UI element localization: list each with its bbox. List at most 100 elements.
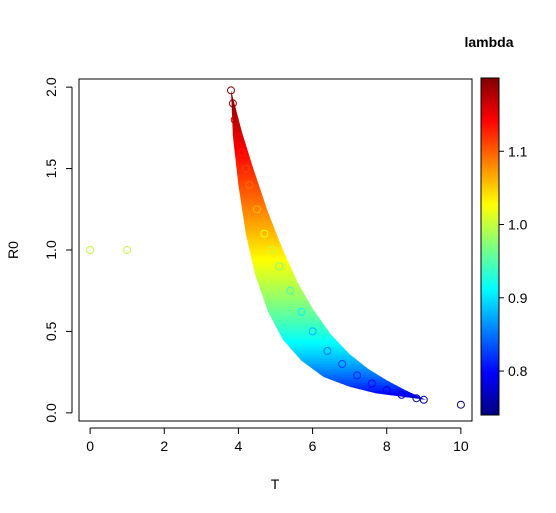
band-stripe bbox=[231, 173, 426, 176]
colorbar-tick-label: 1.1 bbox=[508, 143, 528, 159]
band-stripe bbox=[231, 351, 426, 354]
band-stripe bbox=[231, 229, 426, 232]
data-point bbox=[267, 246, 276, 254]
band-stripe bbox=[231, 227, 426, 230]
band-stripe bbox=[231, 207, 426, 210]
x-tick-label: 6 bbox=[309, 438, 317, 454]
data-point bbox=[230, 115, 239, 124]
data-point bbox=[286, 286, 295, 295]
band-stripe bbox=[231, 153, 426, 156]
band-stripe bbox=[231, 327, 426, 330]
band-stripe bbox=[231, 369, 426, 372]
band-stripe bbox=[231, 199, 426, 202]
band-stripe bbox=[231, 93, 426, 96]
colorbar bbox=[480, 77, 500, 416]
data-point bbox=[227, 86, 235, 95]
band-stripe bbox=[231, 337, 426, 340]
band-stripe bbox=[231, 125, 426, 128]
x-tick-label: 8 bbox=[383, 438, 391, 454]
band-stripe bbox=[231, 147, 426, 150]
band-stripe bbox=[231, 157, 426, 160]
band-stripe bbox=[231, 335, 426, 338]
band-stripe bbox=[231, 359, 426, 362]
band-stripe bbox=[231, 115, 426, 118]
band-stripe bbox=[231, 213, 426, 216]
colorbar-ticks: 0.8 0.9 1.0 1.1 bbox=[499, 143, 528, 379]
band-stripe bbox=[231, 193, 426, 196]
band-stripe bbox=[231, 357, 426, 360]
band-stripe bbox=[231, 353, 426, 356]
band-stripe bbox=[231, 191, 426, 194]
x-axis-label: T bbox=[271, 476, 280, 492]
band-stripe bbox=[231, 377, 426, 380]
data-point bbox=[419, 395, 428, 404]
data-point bbox=[234, 132, 243, 140]
band-stripe bbox=[231, 113, 426, 116]
band-stripe bbox=[231, 349, 426, 352]
band-stripe bbox=[231, 371, 426, 374]
band-stripe bbox=[231, 167, 426, 170]
x-tick-label: 10 bbox=[453, 438, 469, 454]
data-point bbox=[275, 262, 284, 271]
band-stripe bbox=[231, 325, 426, 328]
band-stripe bbox=[231, 215, 426, 218]
band-stripe bbox=[231, 385, 426, 388]
data-band bbox=[79, 87, 472, 403]
band-stripe bbox=[231, 387, 426, 390]
band-stripe bbox=[231, 141, 426, 144]
band-stripe bbox=[231, 209, 426, 212]
band-stripe bbox=[231, 145, 426, 148]
band-stripe bbox=[231, 101, 426, 104]
band-stripe bbox=[231, 389, 426, 392]
data-point bbox=[245, 180, 254, 189]
band-stripe bbox=[231, 107, 426, 110]
data-point bbox=[253, 205, 261, 214]
data-point bbox=[297, 307, 306, 316]
band-stripe bbox=[231, 127, 426, 130]
band-stripe bbox=[231, 345, 426, 348]
band-stripe bbox=[231, 347, 426, 350]
band-stripe bbox=[231, 197, 426, 200]
x-tick-label: 0 bbox=[86, 438, 94, 454]
colorbar-tick-label: 0.8 bbox=[508, 363, 528, 379]
y-tick-label: 0.0 bbox=[43, 403, 59, 423]
band-stripe bbox=[79, 87, 472, 89]
band-stripe bbox=[231, 391, 426, 394]
band-stripe bbox=[231, 367, 426, 370]
band-stripe bbox=[231, 341, 426, 344]
band-stripe bbox=[231, 139, 426, 142]
band-stripe bbox=[231, 137, 426, 140]
band-stripe bbox=[231, 201, 426, 204]
band-stripe bbox=[231, 219, 426, 222]
band-stripe bbox=[231, 177, 426, 180]
data-point bbox=[367, 379, 376, 388]
band-stripe bbox=[231, 183, 426, 186]
band-stripe bbox=[79, 401, 472, 403]
y-axis-label: R0 bbox=[5, 241, 21, 259]
data-point bbox=[260, 229, 269, 238]
band-stripe bbox=[231, 185, 426, 188]
data-point bbox=[382, 386, 391, 395]
plot-area bbox=[78, 78, 473, 422]
band-stripe bbox=[231, 97, 426, 100]
data-point bbox=[308, 327, 317, 336]
colorbar-title: lambda bbox=[464, 34, 513, 50]
band-stripe bbox=[231, 203, 426, 206]
band-stripe bbox=[231, 221, 426, 224]
data-point bbox=[353, 371, 362, 380]
band-stripe bbox=[231, 163, 426, 166]
x-axis: 0 2 4 6 8 10 bbox=[86, 427, 469, 454]
y-tick-label: 2.0 bbox=[43, 77, 59, 97]
band-stripe bbox=[231, 109, 426, 112]
band-stripe bbox=[231, 363, 426, 366]
band-stripe bbox=[231, 375, 426, 378]
band-stripe bbox=[231, 149, 426, 152]
band-stripe bbox=[231, 165, 426, 168]
data-point bbox=[338, 360, 347, 368]
band-stripe bbox=[231, 187, 426, 190]
data-point bbox=[412, 394, 421, 403]
band-stripe bbox=[231, 95, 426, 98]
band-stripe bbox=[231, 331, 426, 334]
y-tick-label: 1.5 bbox=[43, 159, 59, 179]
